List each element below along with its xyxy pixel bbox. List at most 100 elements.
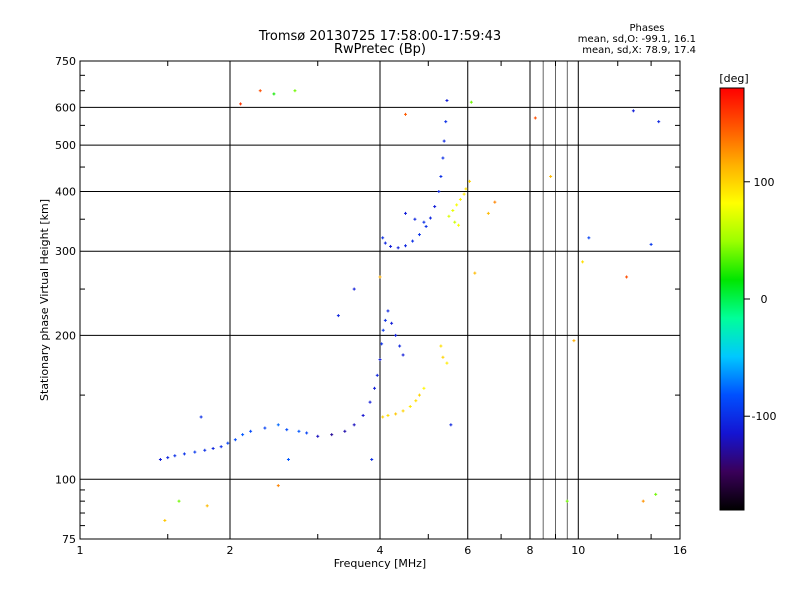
- data-point: [401, 353, 405, 357]
- data-points: [158, 89, 661, 522]
- data-point: [193, 450, 197, 454]
- data-point: [383, 241, 387, 245]
- data-point: [173, 454, 177, 458]
- data-point: [199, 415, 203, 419]
- colorbar-ticks: 100 0 -100: [744, 176, 776, 423]
- data-point: [380, 342, 384, 346]
- colorbar-tick-label: -100: [752, 410, 777, 423]
- data-point: [390, 321, 394, 325]
- data-point: [439, 174, 443, 178]
- data-point: [394, 333, 398, 337]
- data-point: [641, 499, 645, 503]
- data-point: [297, 429, 301, 433]
- data-point: [163, 518, 167, 522]
- data-point: [381, 415, 385, 419]
- data-point: [451, 209, 455, 213]
- data-point: [433, 205, 437, 209]
- data-point: [442, 139, 446, 143]
- data-point: [413, 217, 417, 221]
- y-tick-label: 600: [55, 101, 76, 114]
- y-tick-label: 750: [55, 55, 76, 68]
- data-point: [276, 484, 280, 488]
- data-point: [449, 423, 453, 427]
- data-point: [378, 358, 382, 362]
- data-point: [445, 99, 449, 103]
- data-point: [241, 433, 245, 437]
- data-point: [343, 429, 347, 433]
- data-point: [657, 120, 661, 124]
- y-tick-label: 200: [55, 329, 76, 342]
- data-point: [361, 413, 365, 417]
- data-point: [444, 120, 448, 124]
- chart-title: Tromsø 20130725 17:58:00-17:59:43: [258, 29, 501, 44]
- data-point: [398, 344, 402, 348]
- data-point: [486, 211, 490, 215]
- data-point: [389, 244, 393, 248]
- data-point: [285, 428, 289, 432]
- data-point: [417, 393, 421, 397]
- data-point: [441, 355, 445, 359]
- data-point: [428, 216, 432, 220]
- colorbar-label: [deg]: [719, 72, 748, 85]
- data-point: [396, 246, 400, 250]
- data-point: [166, 456, 170, 460]
- y-tick-label: 400: [55, 185, 76, 198]
- data-point: [373, 386, 377, 390]
- data-point: [381, 236, 385, 240]
- data-point: [572, 339, 576, 343]
- data-point: [158, 457, 162, 461]
- x-tick-label: 1: [77, 544, 84, 557]
- data-point: [424, 224, 428, 228]
- y-tick-label: 500: [55, 139, 76, 152]
- stats-heading: Phases: [629, 23, 664, 34]
- data-point: [276, 423, 280, 427]
- data-point: [445, 361, 449, 365]
- data-point: [457, 223, 461, 227]
- data-point: [473, 271, 477, 275]
- data-point: [239, 102, 243, 106]
- data-point: [453, 220, 457, 224]
- data-point: [439, 344, 443, 348]
- data-point: [381, 328, 385, 332]
- data-point: [469, 100, 473, 104]
- data-point: [493, 200, 497, 204]
- stats-o-line: mean, sd,O: -99.1, 16.1: [578, 34, 696, 45]
- data-point: [352, 423, 356, 427]
- y-tick-label: 100: [55, 473, 76, 486]
- data-point: [422, 220, 426, 224]
- data-point: [403, 112, 407, 116]
- data-point: [386, 309, 390, 313]
- data-point: [182, 452, 186, 456]
- data-point: [625, 275, 629, 279]
- data-point: [441, 156, 445, 160]
- data-point: [370, 457, 374, 461]
- data-point: [375, 373, 379, 377]
- x-tick-label: 16: [673, 544, 687, 557]
- x-tick-label: 4: [377, 544, 384, 557]
- x-axis-label: Frequency [MHz]: [334, 557, 426, 570]
- data-point: [458, 197, 462, 201]
- colorbar-tick-label: 100: [754, 176, 775, 189]
- data-point: [383, 318, 387, 322]
- data-point: [437, 189, 441, 193]
- data-point: [330, 433, 334, 437]
- data-point: [286, 457, 290, 461]
- chart-subtitle: RwPretec (Bp): [334, 42, 426, 57]
- data-point: [649, 242, 653, 246]
- x-tick-label: 6: [464, 544, 471, 557]
- data-point: [631, 109, 635, 113]
- data-point: [378, 275, 382, 279]
- data-point: [249, 429, 253, 433]
- y-axis-label: Stationary phase Virtual Height [km]: [38, 199, 51, 401]
- data-point: [394, 412, 398, 416]
- axis-ticks: 1 2 4 6 8 10 16 75 100 200 300 400 500 600 750: [55, 55, 687, 557]
- data-point: [226, 441, 230, 445]
- data-point: [263, 426, 267, 430]
- data-point: [386, 413, 390, 417]
- data-point: [305, 431, 309, 435]
- data-point: [417, 233, 421, 237]
- data-point: [408, 404, 412, 408]
- data-point: [565, 499, 569, 503]
